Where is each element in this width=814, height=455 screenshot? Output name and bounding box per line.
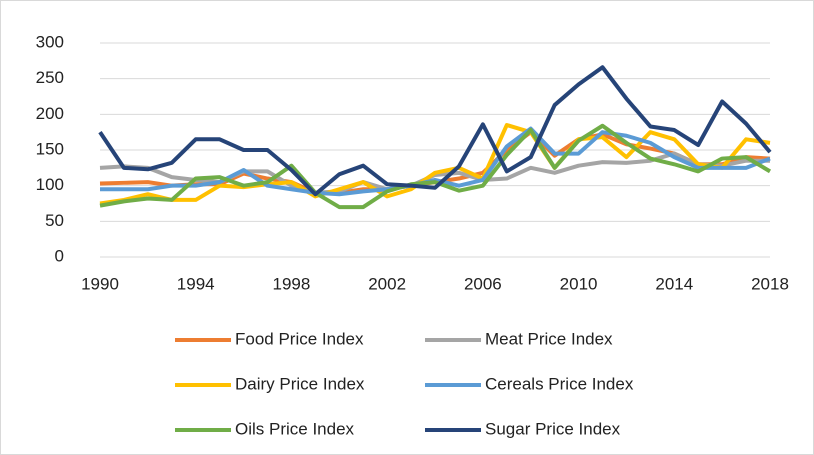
x-tick-label: 1990 <box>81 274 119 293</box>
legend-label: Sugar Price Index <box>485 419 621 438</box>
x-tick-label: 1998 <box>273 274 311 293</box>
legend-label: Dairy Price Index <box>235 374 365 393</box>
legend-label: Oils Price Index <box>235 419 355 438</box>
series-line <box>100 126 771 197</box>
series-line <box>98 65 772 197</box>
x-tick-label: 1994 <box>177 274 215 293</box>
y-tick-label: 300 <box>36 32 64 51</box>
legend-label: Food Price Index <box>235 329 364 348</box>
y-tick-label: 150 <box>36 139 64 158</box>
y-tick-label: 0 <box>55 246 64 265</box>
x-tick-label: 2018 <box>751 274 789 293</box>
series-line <box>99 123 772 210</box>
y-tick-label: 250 <box>36 68 64 87</box>
legend-label: Cereals Price Index <box>485 374 634 393</box>
y-tick-label: 200 <box>36 104 64 123</box>
legend-label: Meat Price Index <box>485 329 613 348</box>
y-tick-label: 50 <box>45 211 64 230</box>
x-tick-label: 2010 <box>560 274 598 293</box>
y-tick-label: 100 <box>36 175 64 194</box>
x-tick-label: 2002 <box>368 274 406 293</box>
x-tick-label: 2014 <box>655 274 693 293</box>
x-tick-label: 2006 <box>464 274 502 293</box>
series-line <box>99 123 771 206</box>
